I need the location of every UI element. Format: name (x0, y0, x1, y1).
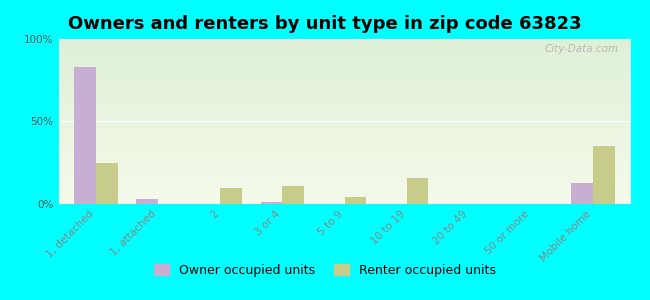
Bar (96, 163, 118, 204)
Bar (136, 199, 158, 204)
Bar (74, 67, 96, 204)
Bar (220, 188, 242, 204)
Bar (407, 178, 428, 204)
Bar (571, 182, 593, 204)
Bar (261, 202, 282, 204)
Legend: Owner occupied units, Renter occupied units: Owner occupied units, Renter occupied un… (149, 259, 501, 282)
Bar (593, 146, 615, 204)
Text: City-Data.com: City-Data.com (545, 44, 619, 54)
Bar (344, 197, 366, 204)
Text: Owners and renters by unit type in zip code 63823: Owners and renters by unit type in zip c… (68, 15, 582, 33)
Bar (282, 186, 304, 204)
